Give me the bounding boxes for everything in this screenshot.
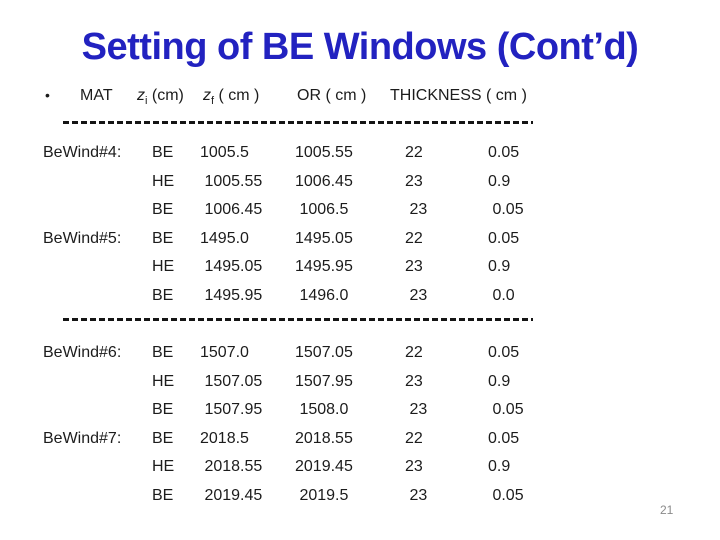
zi-cell: 1495.0 xyxy=(200,229,249,247)
zi-cell: 2018.55 xyxy=(200,458,263,476)
window-label xyxy=(43,368,152,397)
zf-cell: 1006.45 xyxy=(295,172,353,190)
zf-cell: 1507.05 xyxy=(295,344,353,361)
material-cell: BE xyxy=(152,201,174,219)
page-number: 21 xyxy=(660,503,674,517)
zf-cell: 2019.5 xyxy=(295,486,349,504)
thickness-cell: 0.05 xyxy=(488,144,520,161)
column-header-mat: MAT xyxy=(80,87,113,104)
zf-cell: 2018.55 xyxy=(295,429,353,447)
material-cell: HE xyxy=(152,258,175,276)
thickness-cell: 0.05 xyxy=(488,429,520,447)
dashed-separator-middle xyxy=(63,318,533,321)
zf-cell: 1508.0 xyxy=(295,401,349,419)
column-header-thickness: THICKNESS ( cm ) xyxy=(390,87,527,104)
zi-cell: 2019.45 xyxy=(200,486,263,504)
column-header-zf: zf ( cm ) xyxy=(203,87,260,108)
material-cell: HE xyxy=(152,172,175,190)
zf-symbol: z xyxy=(203,87,211,104)
zi-symbol: z xyxy=(137,87,145,104)
bullet-icon: • xyxy=(45,87,50,103)
window-label xyxy=(43,282,152,311)
window-label xyxy=(43,453,152,482)
window-label xyxy=(43,396,152,425)
material-cell: BE xyxy=(152,229,174,247)
zf-unit: ( cm ) xyxy=(214,87,260,104)
material-cell: HE xyxy=(152,458,175,476)
thickness-cell: 0.9 xyxy=(488,372,511,390)
material-cell: BE xyxy=(152,401,174,419)
zi-cell: 1495.95 xyxy=(200,286,263,304)
window-label xyxy=(43,196,152,225)
window-label: BeWind#5: xyxy=(43,229,122,247)
material-cell: BE xyxy=(152,344,174,361)
or-cell: 23 xyxy=(405,201,428,219)
window-label xyxy=(43,168,152,197)
thickness-cell: 0.05 xyxy=(488,486,524,504)
thickness-cell: 0.05 xyxy=(488,201,524,219)
zi-cell: 1006.45 xyxy=(200,201,263,219)
zf-cell: 1495.95 xyxy=(295,258,353,276)
thickness-cell: 0.9 xyxy=(488,172,511,190)
column-header-or: OR ( cm ) xyxy=(297,87,367,104)
thickness-cell: 0.05 xyxy=(488,344,520,361)
zi-subscript: i xyxy=(145,95,148,108)
thickness-cell: 0.9 xyxy=(488,258,511,276)
window-label xyxy=(43,253,152,282)
table-header-row: • MAT zi (cm) zf ( cm ) OR ( cm ) THICKN… xyxy=(0,87,720,109)
zf-cell: 1005.55 xyxy=(295,144,353,161)
table-block-1: BeWind#4: BE 1005.5 1005.55 22 0.05 HE 1… xyxy=(43,139,568,311)
window-label: BeWind#4: xyxy=(43,144,122,161)
material-cell: BE xyxy=(152,429,174,447)
window-label: BeWind#7: xyxy=(43,429,122,447)
zi-cell: 1005.55 xyxy=(200,172,263,190)
zf-subscript: f xyxy=(211,95,215,108)
zf-cell: 1006.5 xyxy=(295,201,349,219)
window-label: BeWind#6: xyxy=(43,344,122,361)
or-cell: 22 xyxy=(405,229,423,247)
zi-cell: 1507.05 xyxy=(200,372,263,390)
or-cell: 23 xyxy=(405,372,423,390)
or-cell: 23 xyxy=(405,486,428,504)
zi-cell: 1507.95 xyxy=(200,401,263,419)
zi-cell: 1507.0 xyxy=(200,344,249,361)
zf-cell: 1496.0 xyxy=(295,286,349,304)
slide-title: Setting of BE Windows (Cont’d) xyxy=(81,26,639,68)
zi-unit: (cm) xyxy=(147,87,184,104)
or-cell: 23 xyxy=(405,172,423,190)
or-cell: 22 xyxy=(405,344,423,361)
material-cell: BE xyxy=(152,286,174,304)
or-cell: 22 xyxy=(405,429,423,447)
or-cell: 23 xyxy=(405,401,428,419)
zf-cell: 1507.95 xyxy=(295,372,353,390)
thickness-cell: 0.05 xyxy=(488,401,524,419)
or-cell: 23 xyxy=(405,458,423,476)
zi-cell: 2018.5 xyxy=(200,429,249,447)
thickness-cell: 0.9 xyxy=(488,458,511,476)
zf-cell: 1495.05 xyxy=(295,229,353,247)
or-cell: 22 xyxy=(405,144,423,161)
zf-cell: 2019.45 xyxy=(295,458,353,476)
or-cell: 23 xyxy=(405,286,428,304)
zi-cell: 1005.5 xyxy=(200,144,249,161)
material-cell: HE xyxy=(152,372,175,390)
material-cell: BE xyxy=(152,144,174,161)
column-header-zi: zi (cm) xyxy=(137,87,184,108)
dashed-separator-top xyxy=(63,121,533,124)
material-cell: BE xyxy=(152,486,174,504)
or-cell: 23 xyxy=(405,258,423,276)
window-label xyxy=(43,482,152,511)
table-block-2: BeWind#6: BE 1507.0 1507.05 22 0.05 HE 1… xyxy=(43,339,568,511)
thickness-cell: 0.0 xyxy=(488,286,515,304)
thickness-cell: 0.05 xyxy=(488,229,520,247)
zi-cell: 1495.05 xyxy=(200,258,263,276)
